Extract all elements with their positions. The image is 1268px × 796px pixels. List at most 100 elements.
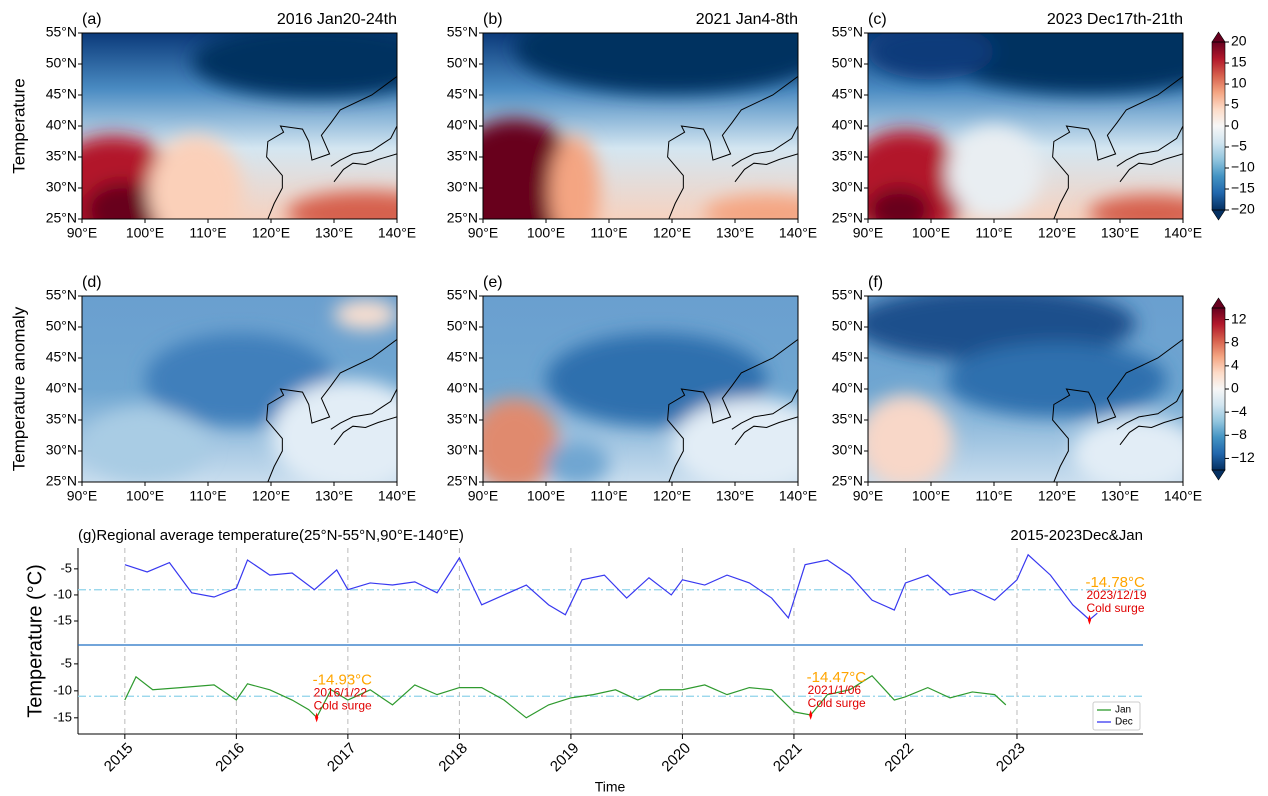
colorbar bbox=[1212, 42, 1225, 210]
lon-tick-label: 100°E bbox=[527, 488, 565, 504]
colorbar-extend bbox=[1211, 209, 1226, 221]
lon-tick-label: 140°E bbox=[378, 488, 416, 504]
lon-tick-label: 110°E bbox=[590, 225, 627, 241]
surge-marker bbox=[315, 712, 319, 723]
lat-tick-label: 25°N bbox=[832, 473, 863, 489]
colorbar-tick-label: −15 bbox=[1231, 180, 1255, 196]
lon-tick-label: 110°E bbox=[590, 488, 627, 504]
coastline bbox=[1052, 75, 1183, 219]
lon-tick-label: 110°E bbox=[189, 488, 226, 504]
lat-tick-label: 35°N bbox=[447, 411, 478, 427]
lat-tick-label: 55°N bbox=[46, 24, 77, 40]
colorbar-tick-label: 15 bbox=[1231, 54, 1247, 70]
panel-title: 2023 Dec17th-21th bbox=[1047, 11, 1183, 28]
lat-tick-label: 25°N bbox=[46, 473, 77, 489]
surge-marker bbox=[809, 710, 813, 720]
lon-tick-label: 130°E bbox=[1101, 225, 1139, 241]
row-label: Temperature bbox=[9, 78, 28, 173]
lat-tick-label: 35°N bbox=[447, 148, 478, 164]
annotation-text: Cold surge bbox=[1086, 601, 1144, 615]
lat-tick-label: 30°N bbox=[46, 442, 77, 458]
lon-tick-label: 120°E bbox=[1038, 488, 1076, 504]
y-tick-label: -10 bbox=[53, 586, 72, 601]
colorbar-tick-label: 0 bbox=[1231, 380, 1239, 396]
lon-tick-label: 120°E bbox=[653, 488, 691, 504]
lon-tick-label: 140°E bbox=[378, 225, 416, 241]
lat-tick-label: 45°N bbox=[46, 349, 77, 365]
lat-tick-label: 55°N bbox=[447, 287, 478, 303]
lon-tick-label: 100°E bbox=[126, 488, 164, 504]
y-tick-label: -10 bbox=[53, 682, 72, 697]
lat-tick-label: 25°N bbox=[447, 473, 478, 489]
y-axis-label: Temperature (°C) bbox=[24, 564, 46, 718]
map-blob bbox=[946, 126, 1042, 219]
lon-tick-label: 130°E bbox=[1101, 488, 1139, 504]
lat-tick-label: 25°N bbox=[447, 210, 478, 226]
annotation-date: 2023/12/19 bbox=[1086, 588, 1146, 602]
lon-tick-label: 90°E bbox=[853, 488, 884, 504]
lat-tick-label: 30°N bbox=[447, 442, 478, 458]
lon-tick-label: 120°E bbox=[1038, 225, 1076, 241]
lon-tick-label: 140°E bbox=[1164, 225, 1202, 241]
coastline bbox=[1052, 338, 1183, 482]
colorbar-tick-label: 12 bbox=[1231, 310, 1247, 326]
map-blob bbox=[546, 441, 609, 482]
lon-tick-label: 120°E bbox=[252, 225, 290, 241]
lat-tick-label: 50°N bbox=[447, 318, 478, 334]
y-tick-label: -15 bbox=[53, 612, 72, 627]
lon-tick-label: 110°E bbox=[975, 225, 1012, 241]
row-label: Temperature anomaly bbox=[9, 306, 28, 471]
coastline bbox=[1119, 153, 1183, 183]
lat-tick-label: 35°N bbox=[832, 148, 863, 164]
lat-tick-label: 40°N bbox=[46, 117, 77, 133]
lon-tick-label: 140°E bbox=[779, 225, 817, 241]
series-line bbox=[124, 553, 1098, 621]
coastline bbox=[1116, 388, 1183, 430]
annotation-date: 2021/1/06 bbox=[808, 683, 862, 697]
map-panel bbox=[868, 33, 1183, 219]
colorbar-tick-label: 8 bbox=[1231, 333, 1239, 349]
map-panel bbox=[868, 296, 1183, 482]
map-blob bbox=[82, 407, 208, 482]
lat-tick-label: 30°N bbox=[447, 179, 478, 195]
colorbar-extend bbox=[1211, 469, 1226, 481]
lon-tick-label: 120°E bbox=[653, 225, 691, 241]
map-blob bbox=[334, 299, 397, 330]
map-contours bbox=[483, 333, 798, 482]
map-blob bbox=[192, 33, 397, 99]
lat-tick-label: 35°N bbox=[46, 411, 77, 427]
lat-tick-label: 55°N bbox=[832, 287, 863, 303]
map-contours bbox=[868, 33, 1183, 219]
x-axis-label: Time bbox=[595, 779, 626, 795]
lat-tick-label: 30°N bbox=[832, 442, 863, 458]
map-panel bbox=[82, 33, 397, 219]
map-blob bbox=[148, 135, 243, 219]
lon-tick-label: 90°E bbox=[468, 488, 499, 504]
x-tick-label: 2023 bbox=[993, 740, 1029, 776]
coastline bbox=[330, 388, 397, 430]
legend-label: Dec bbox=[1115, 717, 1133, 728]
colorbar-extend bbox=[1211, 31, 1226, 43]
lon-tick-label: 110°E bbox=[189, 225, 226, 241]
panel-title: 2021 Jan4-8th bbox=[696, 11, 798, 28]
coastline bbox=[731, 388, 798, 430]
lon-tick-label: 90°E bbox=[67, 225, 98, 241]
coastline bbox=[1116, 125, 1183, 167]
coastline bbox=[266, 338, 397, 482]
lat-tick-label: 40°N bbox=[46, 380, 77, 396]
lon-tick-label: 120°E bbox=[252, 488, 290, 504]
lat-tick-label: 30°N bbox=[832, 179, 863, 195]
lat-tick-label: 45°N bbox=[46, 86, 77, 102]
annotation-value: -14.47°C bbox=[807, 669, 867, 686]
coastline bbox=[667, 338, 798, 482]
lat-tick-label: 55°N bbox=[46, 287, 77, 303]
legend-box bbox=[1092, 701, 1141, 731]
chart-subtitle: 2015-2023Dec&Jan bbox=[1010, 527, 1143, 544]
colorbar-tick-label: −10 bbox=[1231, 159, 1255, 175]
map-contours bbox=[82, 33, 397, 219]
colorbar-tick-label: −12 bbox=[1231, 449, 1255, 465]
panel-label: (e) bbox=[483, 274, 503, 291]
colorbar-tick-label: 10 bbox=[1231, 75, 1247, 91]
colorbar-tick-label: 20 bbox=[1231, 33, 1247, 49]
y-tick-label: -15 bbox=[53, 709, 72, 724]
